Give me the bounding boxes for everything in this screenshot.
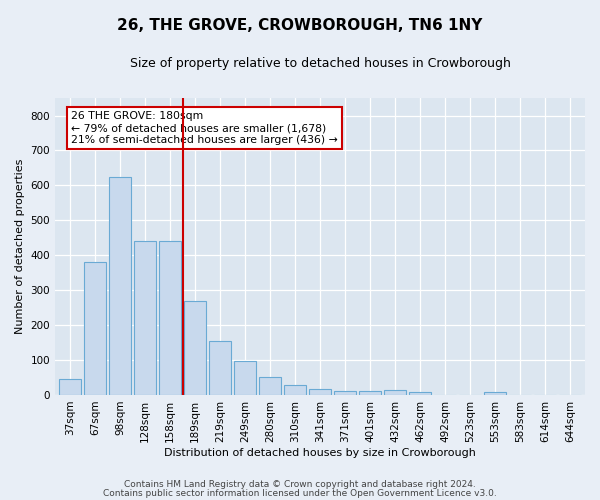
- Bar: [310, 388, 331, 395]
- Bar: [284, 385, 305, 395]
- X-axis label: Distribution of detached houses by size in Crowborough: Distribution of detached houses by size …: [164, 448, 476, 458]
- Title: Size of property relative to detached houses in Crowborough: Size of property relative to detached ho…: [130, 58, 511, 70]
- Bar: [160, 242, 181, 395]
- Bar: [409, 392, 431, 395]
- Bar: [385, 390, 406, 395]
- Text: Contains HM Land Registry data © Crown copyright and database right 2024.: Contains HM Land Registry data © Crown c…: [124, 480, 476, 489]
- Bar: [235, 361, 256, 395]
- Bar: [109, 176, 131, 395]
- Text: 26 THE GROVE: 180sqm
← 79% of detached houses are smaller (1,678)
21% of semi-de: 26 THE GROVE: 180sqm ← 79% of detached h…: [71, 112, 338, 144]
- Bar: [359, 391, 380, 395]
- Y-axis label: Number of detached properties: Number of detached properties: [15, 159, 25, 334]
- Bar: [484, 392, 506, 395]
- Bar: [259, 377, 281, 395]
- Bar: [59, 379, 80, 395]
- Bar: [184, 300, 206, 395]
- Bar: [334, 391, 356, 395]
- Text: 26, THE GROVE, CROWBOROUGH, TN6 1NY: 26, THE GROVE, CROWBOROUGH, TN6 1NY: [118, 18, 482, 32]
- Bar: [85, 262, 106, 395]
- Bar: [209, 341, 230, 395]
- Text: Contains public sector information licensed under the Open Government Licence v3: Contains public sector information licen…: [103, 490, 497, 498]
- Bar: [134, 242, 155, 395]
